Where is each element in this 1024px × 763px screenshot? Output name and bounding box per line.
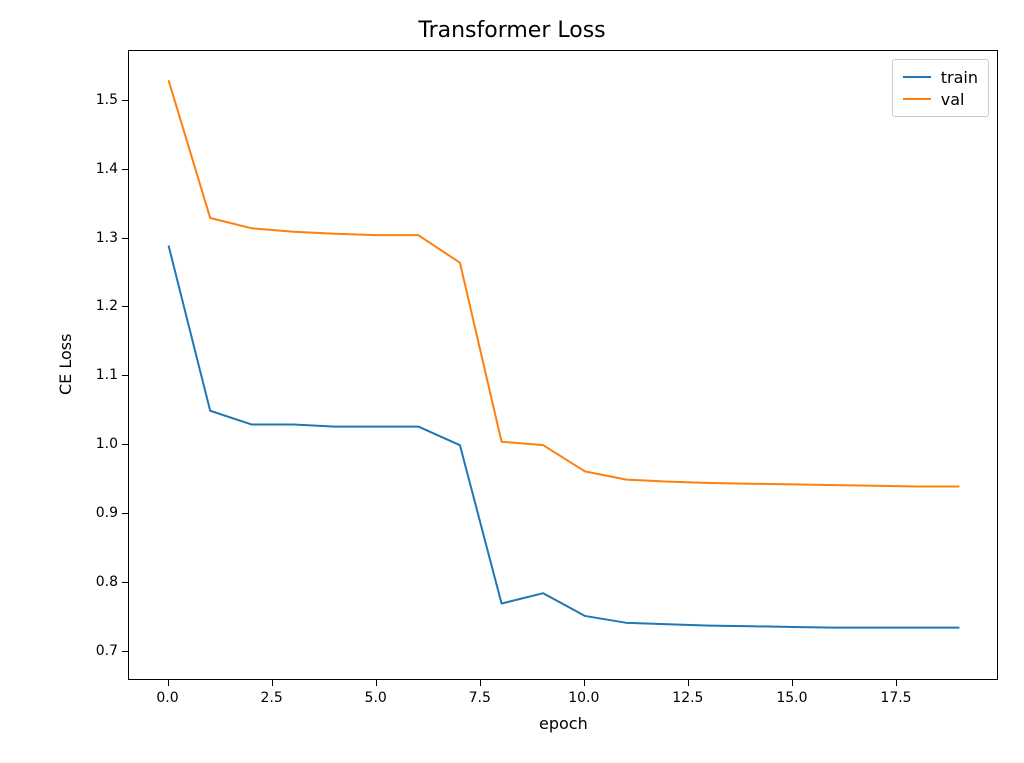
chart-figure: Transformer Loss train val CE Loss epoch…: [0, 0, 1024, 763]
y-tick-label: 0.7: [92, 643, 118, 659]
y-tick-mark: [122, 169, 128, 170]
x-tick-mark: [376, 680, 377, 686]
series-line-val: [169, 80, 960, 486]
y-tick-mark: [122, 306, 128, 307]
x-tick-mark: [896, 680, 897, 686]
legend-swatch-val: [903, 98, 931, 100]
x-tick-label: 17.5: [880, 690, 911, 706]
x-tick-label: 7.5: [469, 690, 491, 706]
y-tick-mark: [122, 238, 128, 239]
y-tick-label: 1.1: [92, 367, 118, 383]
y-tick-label: 0.9: [92, 505, 118, 521]
y-tick-label: 1.5: [92, 92, 118, 108]
legend-box: train val: [892, 59, 989, 117]
x-tick-mark: [688, 680, 689, 686]
plot-area: train val: [128, 50, 998, 680]
x-tick-mark: [792, 680, 793, 686]
x-tick-label: 0.0: [156, 690, 178, 706]
legend-entry-train: train: [903, 66, 978, 88]
x-tick-label: 10.0: [568, 690, 599, 706]
y-tick-mark: [122, 444, 128, 445]
x-tick-mark: [480, 680, 481, 686]
legend-label-train: train: [941, 68, 978, 87]
y-tick-mark: [122, 582, 128, 583]
x-tick-mark: [272, 680, 273, 686]
x-axis-label: epoch: [539, 714, 588, 733]
series-line-train: [169, 246, 960, 628]
y-tick-label: 1.3: [92, 230, 118, 246]
x-tick-label: 2.5: [260, 690, 282, 706]
x-tick-label: 15.0: [776, 690, 807, 706]
legend-entry-val: val: [903, 88, 978, 110]
y-tick-mark: [122, 375, 128, 376]
x-tick-mark: [168, 680, 169, 686]
y-tick-label: 1.0: [92, 436, 118, 452]
legend-swatch-train: [903, 76, 931, 78]
line-layer: [129, 51, 999, 681]
legend-label-val: val: [941, 90, 965, 109]
y-tick-mark: [122, 651, 128, 652]
x-tick-label: 12.5: [672, 690, 703, 706]
y-tick-mark: [122, 513, 128, 514]
y-tick-label: 1.2: [92, 298, 118, 314]
y-tick-label: 0.8: [92, 574, 118, 590]
y-tick-label: 1.4: [92, 161, 118, 177]
x-tick-mark: [584, 680, 585, 686]
y-axis-label: CE Loss: [56, 334, 75, 395]
chart-title: Transformer Loss: [0, 18, 1024, 43]
y-tick-mark: [122, 100, 128, 101]
x-tick-label: 5.0: [365, 690, 387, 706]
